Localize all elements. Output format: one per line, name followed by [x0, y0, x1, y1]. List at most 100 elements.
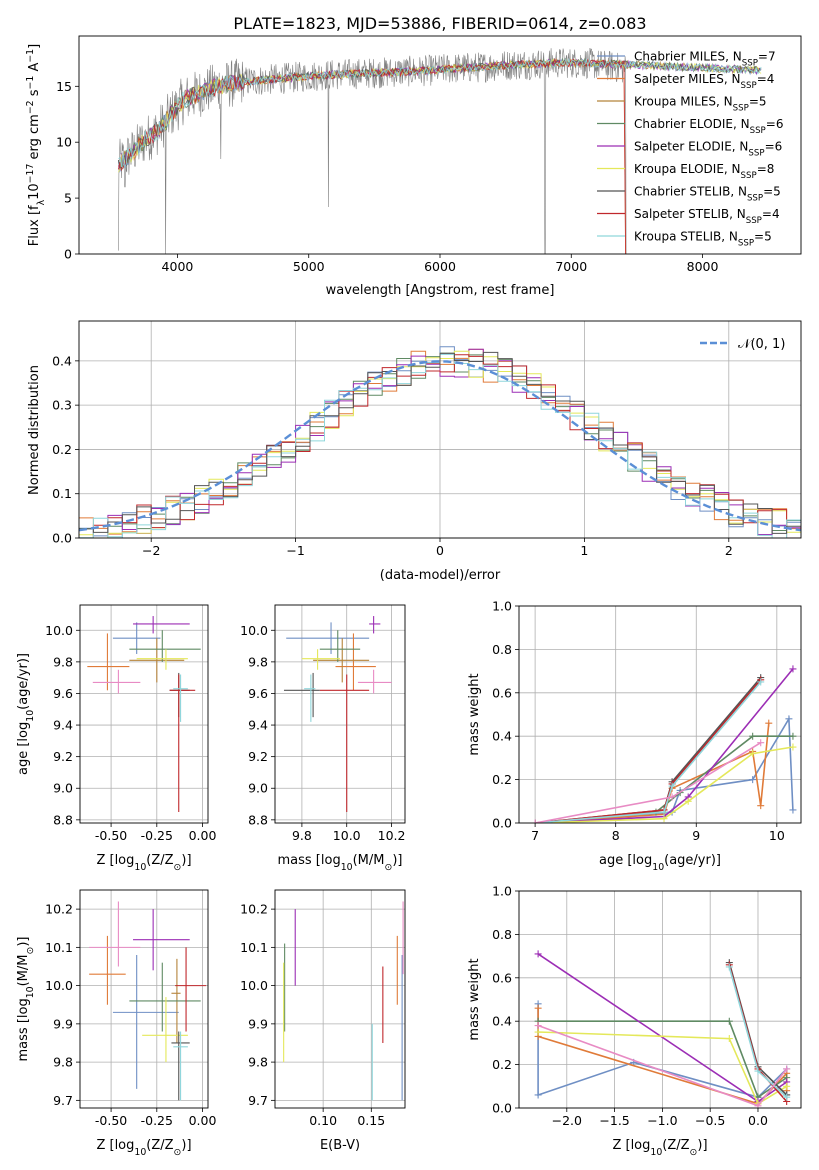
weight-marker — [534, 1028, 542, 1036]
y-tick-label: 0.4 — [492, 729, 512, 744]
y-tick-label: 8.8 — [53, 812, 73, 827]
y-tick-label: 0.0 — [52, 531, 72, 546]
legend-entry: Chabrier STELIB, NSSP=5 — [634, 185, 781, 204]
x-tick-label: 7000 — [555, 259, 587, 274]
y-tick-label: 0.8 — [492, 927, 512, 942]
weight-line — [535, 681, 762, 823]
x-axis-label: E(B-V) — [320, 1138, 360, 1153]
y-tick-label: 0.2 — [492, 1057, 512, 1072]
x-tick-label: −0.5 — [695, 1113, 725, 1128]
y-tick-label: 10 — [56, 135, 72, 150]
x-tick-label: 0.00 — [189, 828, 217, 843]
weight-marker — [660, 815, 668, 823]
x-tick-label: −2 — [142, 543, 160, 558]
y-tick-label: 9.0 — [248, 781, 268, 796]
mass-vs-metallicity-panel: -0.50 -0.25 0.00 9.7 9.8 9.9 10.0 10.1 10.2 Z [lo… — [16, 889, 216, 1158]
y-tick-label: 15 — [56, 79, 72, 94]
legend-entry: Chabrier ELODIE, NSSP=6 — [634, 117, 783, 136]
x-tick-label: 8 — [612, 828, 620, 843]
x-tick-label: 8000 — [687, 259, 719, 274]
weight-marker — [789, 743, 797, 751]
weight-marker — [789, 732, 797, 740]
axes-frame — [518, 605, 802, 824]
weight-line — [538, 1031, 788, 1105]
y-tick-label: 0.8 — [492, 642, 512, 657]
axes-frame — [78, 320, 802, 539]
x-axis-label: Z [log10(Z/Z⊙)] — [96, 853, 191, 873]
axes-frame — [274, 604, 406, 824]
y-axis-label: mass weight — [467, 673, 482, 755]
x-tick-label: 2 — [725, 543, 733, 558]
y-tick-label: 0.0 — [492, 816, 512, 831]
y-tick-label: 0.6 — [492, 970, 512, 985]
weight-marker — [668, 793, 676, 801]
legend-entry: Kroupa ELODIE, NSSP=8 — [634, 162, 774, 181]
x-tick-label: 5000 — [293, 259, 325, 274]
errorbars — [283, 901, 404, 1101]
x-tick-label: 10.0 — [333, 828, 361, 843]
hist-step-chabrier-stelib — [79, 351, 801, 534]
legend-entry: Salpeter ELODIE, NSSP=6 — [634, 140, 782, 159]
mass-weight-vs-metallicity-panel: −2.0 −1.5 −1.0 −0.5 0.0 0.0 0.2 0.4 0.6 0.8 1.0 mas… — [467, 884, 802, 1158]
y-tick-label: 0.1 — [52, 486, 72, 501]
x-tick-label: −2.0 — [552, 1113, 582, 1128]
x-tick-label: 4000 — [162, 259, 194, 274]
axes-frame — [78, 35, 802, 255]
weight-line — [535, 723, 770, 823]
legend-entry: 𝒩(0, 1) — [738, 337, 785, 352]
x-axis-label: mass [log10(M/M⊙)] — [278, 853, 403, 873]
legend-entry: Kroupa STELIB, NSSP=5 — [634, 230, 772, 249]
weight-marker — [765, 719, 773, 727]
x-tick-label: -0.50 — [95, 828, 127, 843]
weight-marker — [534, 1022, 542, 1030]
y-tick-label: 10.2 — [240, 902, 268, 917]
weight-marker — [725, 963, 733, 971]
y-axis-label: mass weight — [467, 958, 482, 1040]
x-tick-label: -0.25 — [141, 1113, 173, 1128]
weight-line — [535, 668, 794, 823]
weight-marker — [660, 808, 668, 816]
y-tick-label: 0.4 — [492, 1014, 512, 1029]
x-axis-label: Z [log10(Z/Z⊙)] — [612, 1138, 707, 1158]
residual-histogram-panel: −2 −1 0 1 2 0.0 0.1 0.2 0.3 0.4 𝒩(0, 1) (data-model… — [27, 320, 802, 583]
y-axis-label: mass [log10(M/M⊙)] — [16, 937, 36, 1062]
y-tick-label: 10.0 — [45, 978, 73, 993]
age-vs-mass-panel: 9.8 10.0 10.2 8.8 9.0 9.2 9.4 9.6 9.8 10.0 mass [l… — [240, 604, 406, 873]
weight-marker — [668, 782, 676, 790]
weight-marker — [684, 797, 692, 805]
hist-step-salpeter-elodie — [79, 348, 801, 538]
weight-lines — [534, 950, 791, 1108]
errorbars — [87, 616, 201, 812]
weight-marker — [789, 806, 797, 814]
x-tick-label: -0.50 — [95, 1113, 127, 1128]
x-tick-label: 0.15 — [357, 1113, 385, 1128]
y-tick-label: 9.9 — [53, 1016, 73, 1031]
y-tick-label: 9.6 — [53, 686, 73, 701]
weight-marker — [754, 1102, 762, 1108]
y-tick-label: 0 — [64, 247, 72, 262]
y-tick-label: 0.0 — [492, 1101, 512, 1116]
legend-entry: Kroupa MILES, NSSP=5 — [634, 95, 767, 114]
x-axis-label: (data-model)/error — [380, 568, 501, 583]
x-tick-label: 6000 — [424, 259, 456, 274]
legend-entry: Salpeter MILES, NSSP=4 — [634, 72, 774, 91]
normal-curve — [79, 360, 801, 532]
y-tick-label: 9.2 — [248, 749, 268, 764]
y-tick-label: 9.8 — [248, 1055, 268, 1070]
y-tick-label: 9.8 — [53, 654, 73, 669]
weight-marker — [725, 1035, 733, 1043]
y-axis-label: Normed distribution — [27, 365, 42, 495]
histogram-steps — [79, 346, 801, 538]
x-tick-label: 10.2 — [378, 828, 406, 843]
x-axis-label: age [log10(age/yr)] — [599, 853, 721, 873]
y-tick-label: 9.8 — [248, 654, 268, 669]
weight-marker — [789, 665, 797, 673]
axes-frame — [79, 604, 209, 824]
x-tick-label: 0 — [436, 543, 444, 558]
y-tick-label: 9.7 — [53, 1093, 73, 1108]
errorbars — [89, 901, 207, 1101]
x-axis-label: wavelength [Angstrom, rest frame] — [326, 283, 555, 298]
weight-marker — [785, 715, 793, 723]
legend-entry: Salpeter STELIB, NSSP=4 — [634, 207, 780, 226]
